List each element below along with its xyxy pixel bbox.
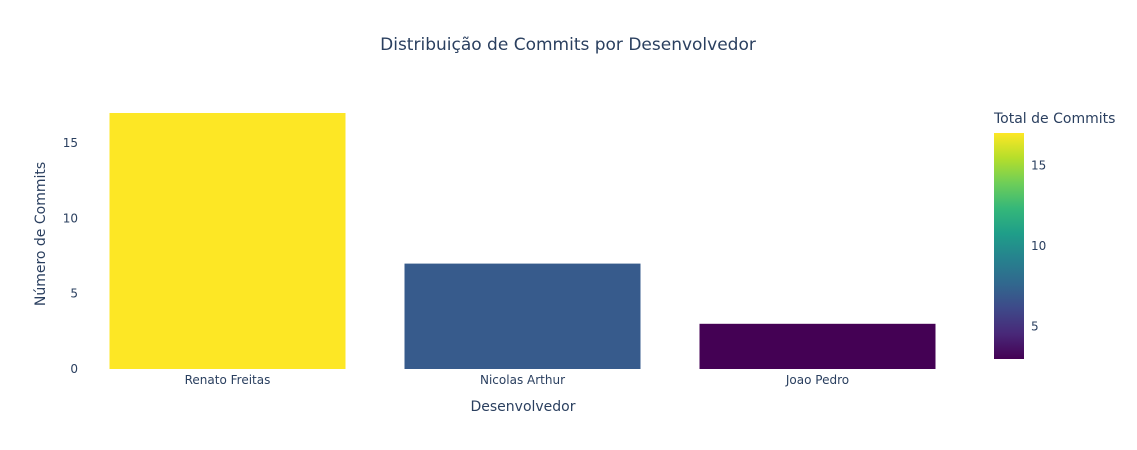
colorbar-ticks: 5 10 15 [1031,158,1046,333]
y-axis-ticks: 0 5 10 15 [63,136,78,376]
chart-title: Distribuição de Commits por Desenvolvedo… [380,35,756,55]
y-tick-label: 0 [70,362,78,376]
x-axis-ticks: Renato Freitas Nicolas Arthur Joao Pedro [185,373,849,387]
y-tick-label: 15 [63,136,78,150]
colorbar: Total de Commits 5 10 15 [993,111,1115,359]
colorbar-title: Total de Commits [993,111,1115,127]
bar-joao-pedro [699,323,936,369]
bar-renato-freitas [109,113,346,369]
colorbar-tick-label: 10 [1031,239,1046,253]
bar-nicolas-arthur [404,263,641,369]
colorbar-scale [994,133,1024,359]
colorbar-tick-label: 5 [1031,320,1039,334]
y-tick-label: 10 [63,211,78,225]
colorbar-tick-label: 15 [1031,158,1046,172]
bars-group [109,113,936,369]
x-tick-label: Renato Freitas [185,373,271,387]
y-tick-label: 5 [70,287,78,301]
x-tick-label: Joao Pedro [785,373,849,387]
plot-area: 0 5 10 15 Renato Freitas Nicolas Arthur Joao … [63,113,936,387]
y-axis-title: Número de Commits [33,162,49,306]
x-axis-title: Desenvolvedor [470,399,575,415]
x-tick-label: Nicolas Arthur [480,373,565,387]
